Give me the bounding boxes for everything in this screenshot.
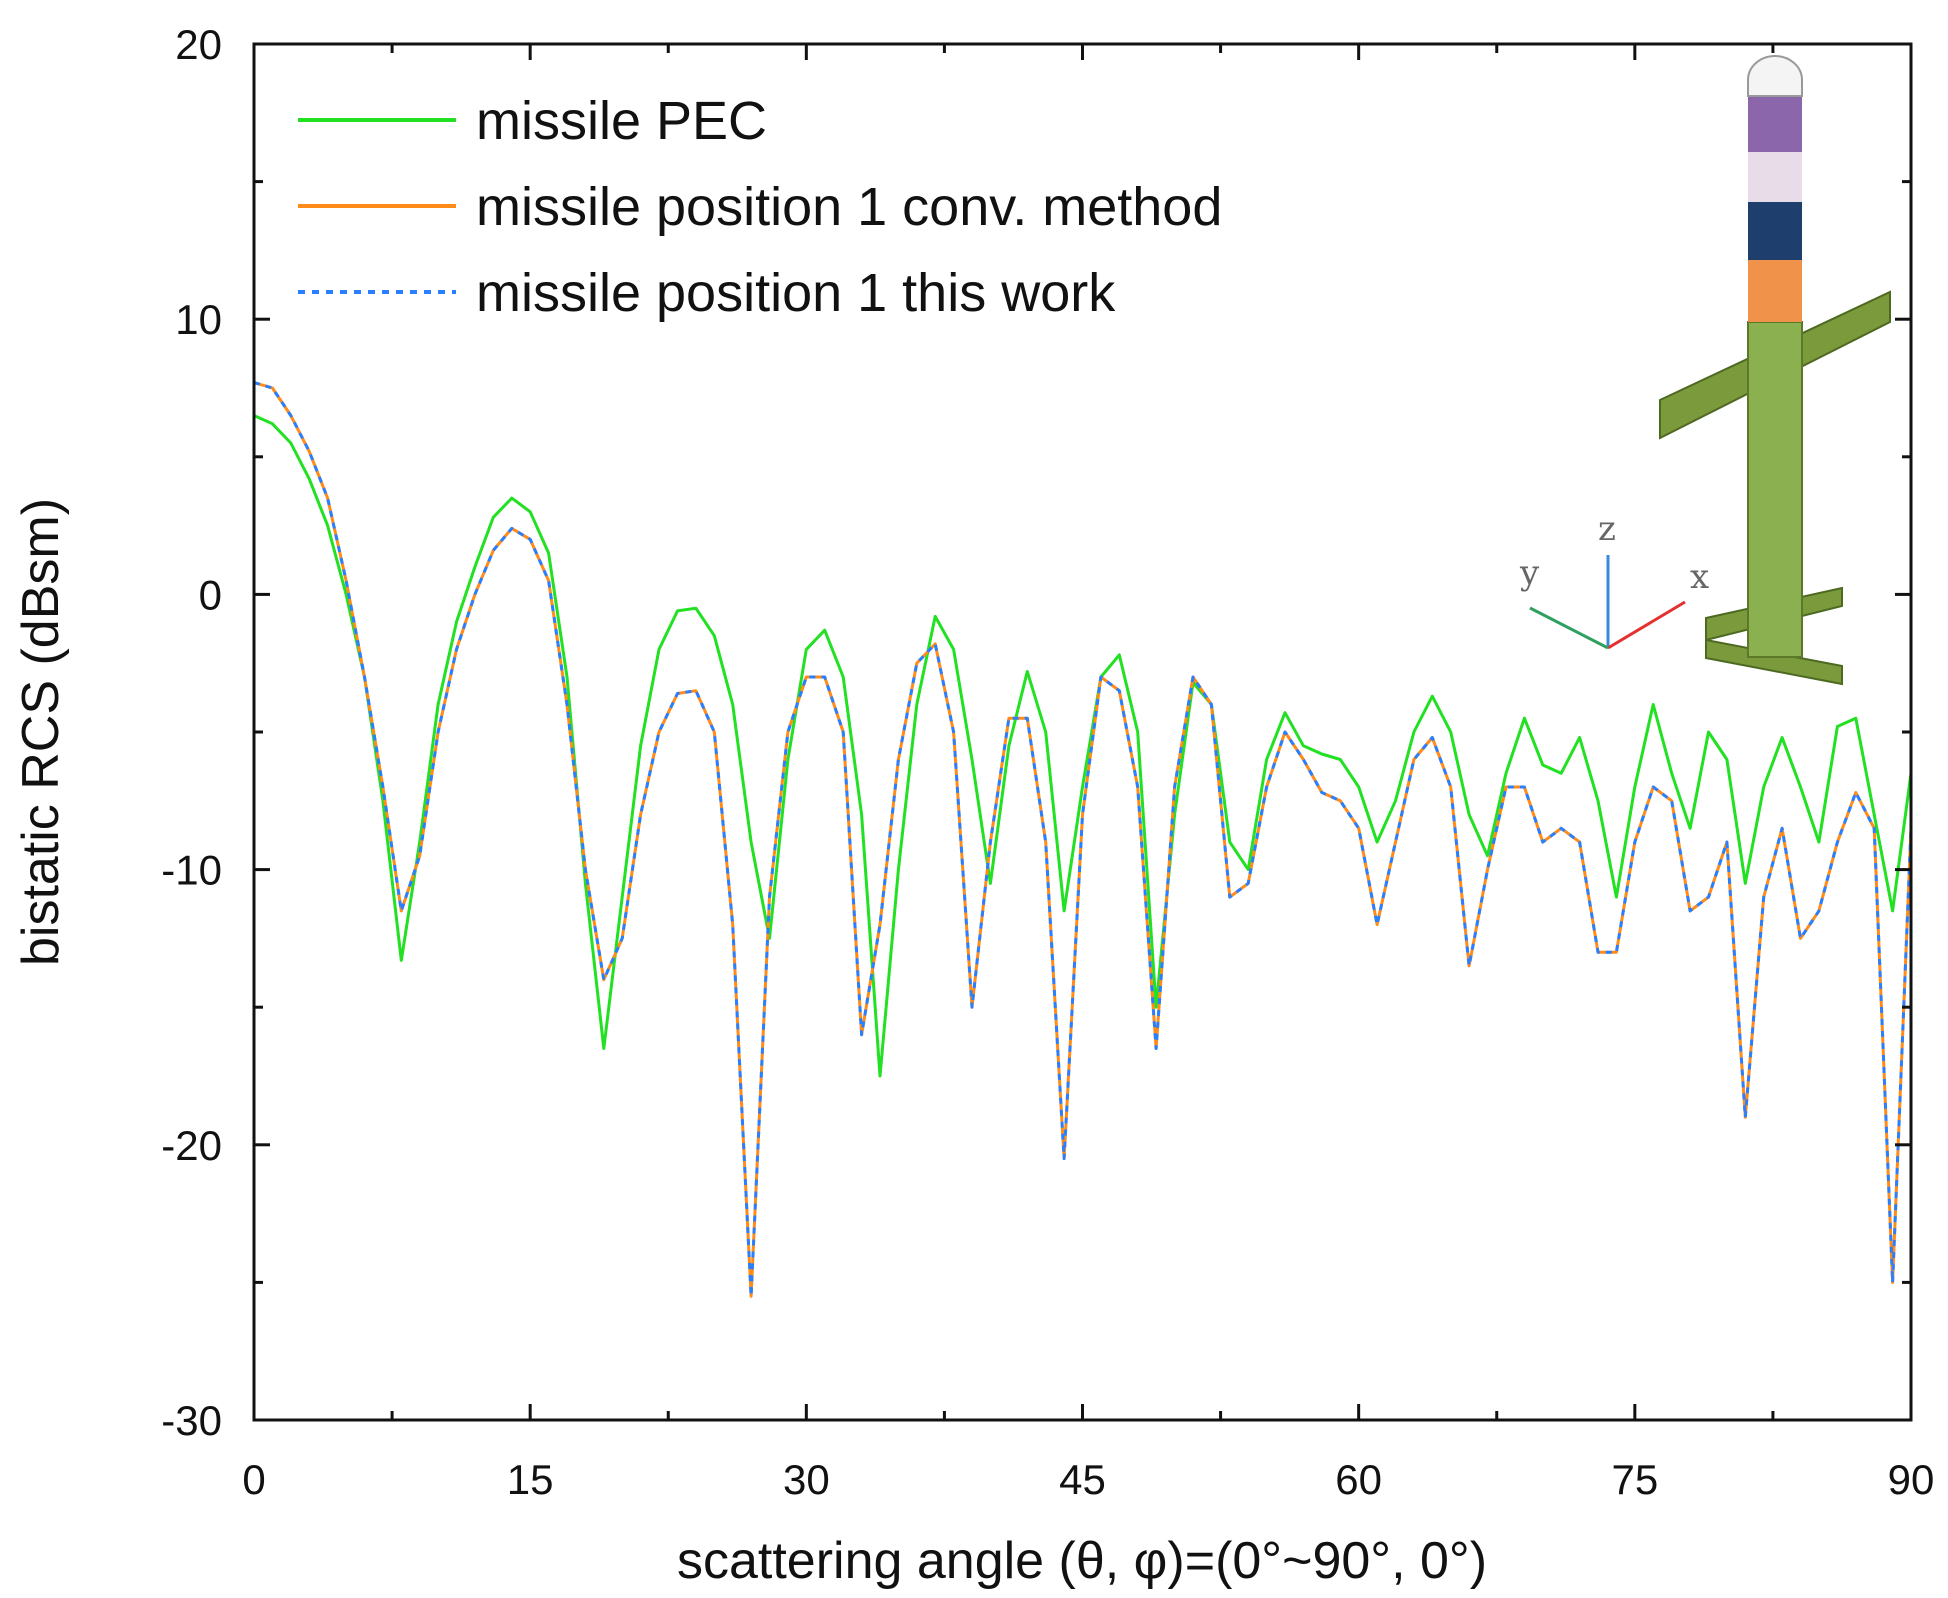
x-tick-label: 0 — [242, 1456, 265, 1503]
y-tick-label: 20 — [175, 21, 222, 68]
axis-label-y: y — [1519, 553, 1540, 593]
x-tick-label: 15 — [507, 1456, 554, 1503]
y-tick-label: 0 — [199, 571, 222, 618]
legend-label: missile position 1 this work — [476, 263, 1116, 323]
x-tick-label: 75 — [1611, 1456, 1658, 1503]
y-tick-label: -20 — [161, 1122, 222, 1169]
axis-label-z: z — [1598, 509, 1616, 549]
y-tick-label: 10 — [175, 296, 222, 343]
axis-triad-icon: x y z — [1519, 509, 1709, 650]
series-line-1 — [253, 381, 1913, 1298]
series-line-2 — [253, 381, 1913, 1298]
x-tick-label: 30 — [783, 1456, 830, 1503]
legend-label: missile position 1 conv. method — [476, 177, 1222, 237]
x-axis-title: scattering angle (θ, φ)=(0°~90°, 0°) — [677, 1532, 1487, 1590]
plot-frame — [252, 42, 1913, 1422]
y-axis-title: bistatic RCS (dBsm) — [12, 498, 70, 966]
missile-illustration: x y z — [1519, 55, 1891, 686]
y-tick-label: -10 — [161, 847, 222, 894]
axis-label-x: x — [1690, 557, 1709, 597]
x-tick-label: 90 — [1888, 1456, 1935, 1503]
legend-label: missile PEC — [476, 91, 767, 151]
x-tick-label: 60 — [1335, 1456, 1382, 1503]
legend: missile PEC missile position 1 conv. meth… — [298, 91, 1222, 323]
x-tick-label: 45 — [1059, 1456, 1106, 1503]
series-line-0 — [253, 414, 1913, 1078]
y-tick-label: -30 — [161, 1397, 222, 1444]
